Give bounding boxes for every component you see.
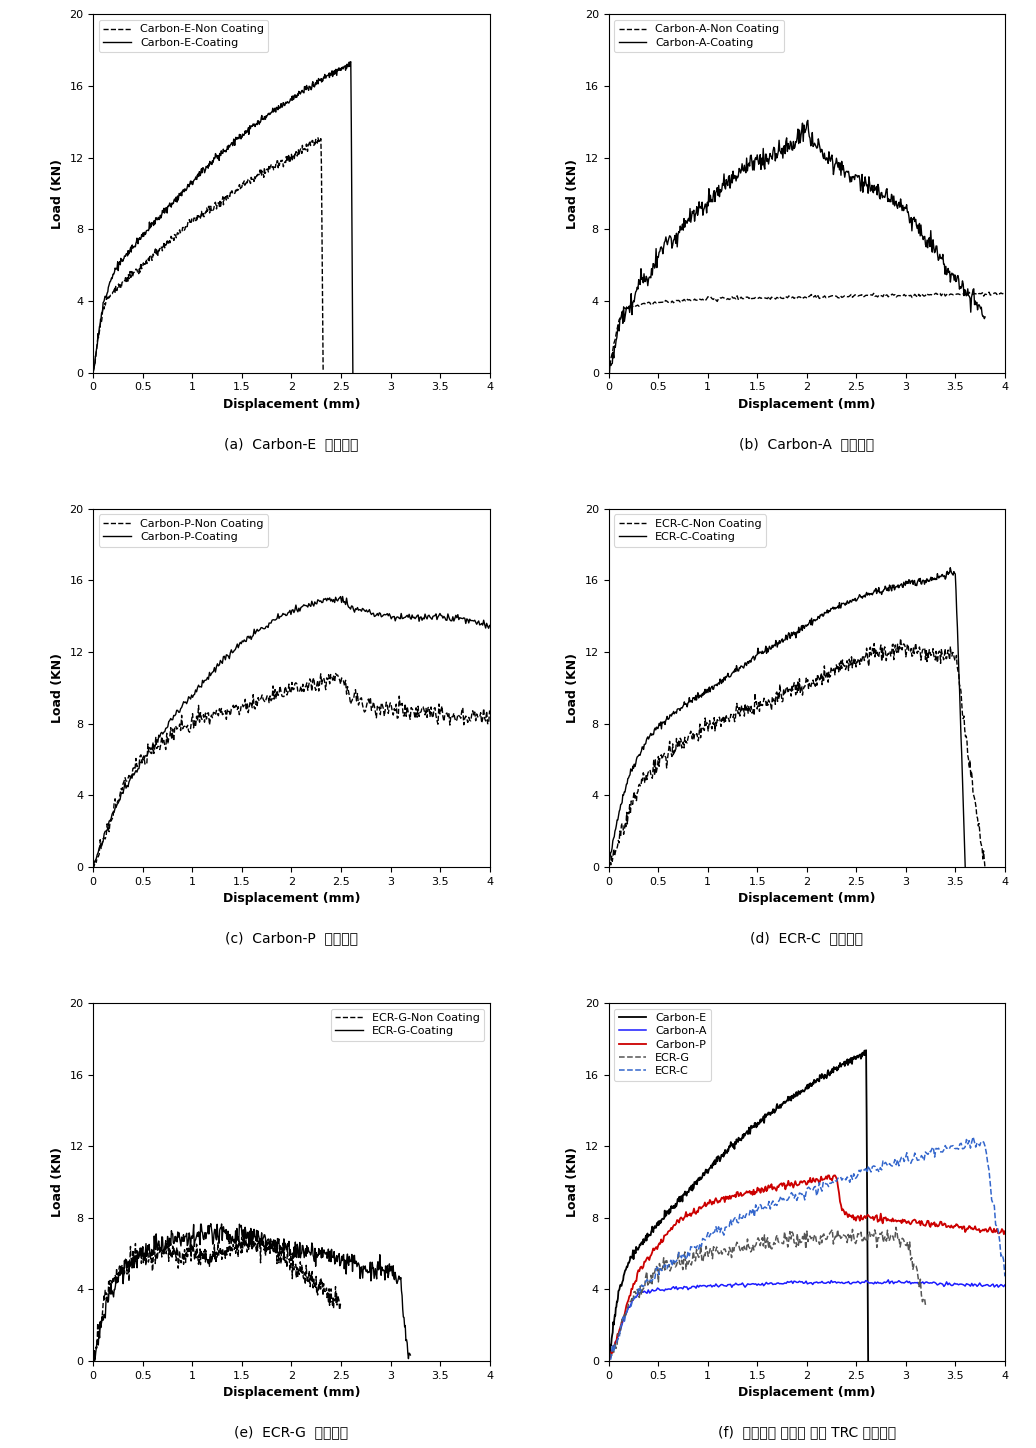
Y-axis label: Load (KN): Load (KN) [51,1147,64,1218]
X-axis label: Displacement (mm): Displacement (mm) [738,398,875,411]
Y-axis label: Load (KN): Load (KN) [51,158,64,229]
Legend: Carbon-E-Non Coating, Carbon-E-Coating: Carbon-E-Non Coating, Carbon-E-Coating [98,20,268,52]
Legend: Carbon-A-Non Coating, Carbon-A-Coating: Carbon-A-Non Coating, Carbon-A-Coating [614,20,784,52]
Y-axis label: Load (KN): Load (KN) [566,1147,579,1218]
X-axis label: Displacement (mm): Displacement (mm) [738,1386,875,1399]
Legend: ECR-C-Non Coating, ECR-C-Coating: ECR-C-Non Coating, ECR-C-Coating [614,514,767,546]
Text: (d)  ECR-C  코팅유무: (d) ECR-C 코팅유무 [750,931,863,946]
Y-axis label: Load (KN): Load (KN) [566,653,579,723]
X-axis label: Displacement (mm): Displacement (mm) [223,398,361,411]
Text: (e)  ECR-G  코팅유무: (e) ECR-G 코팅유무 [234,1426,348,1439]
Text: (a)  Carbon-E  코팅유무: (a) Carbon-E 코팅유무 [224,437,358,452]
Legend: Carbon-P-Non Coating, Carbon-P-Coating: Carbon-P-Non Coating, Carbon-P-Coating [98,514,268,546]
X-axis label: Displacement (mm): Displacement (mm) [738,892,875,905]
X-axis label: Displacement (mm): Displacement (mm) [223,892,361,905]
Legend: ECR-G-Non Coating, ECR-G-Coating: ECR-G-Non Coating, ECR-G-Coating [330,1008,484,1041]
Legend: Carbon-E, Carbon-A, Carbon-P, ECR-G, ECR-C: Carbon-E, Carbon-A, Carbon-P, ECR-G, ECR… [614,1008,711,1080]
X-axis label: Displacement (mm): Displacement (mm) [223,1386,361,1399]
Text: (b)  Carbon-A  코팅유무: (b) Carbon-A 코팅유무 [739,437,874,452]
Text: (c)  Carbon-P  코팅유무: (c) Carbon-P 코팅유무 [225,931,357,946]
Y-axis label: Load (KN): Load (KN) [566,158,579,229]
Text: (f)  텍스타일 종류에 따른 TRC 거동특성: (f) 텍스타일 종류에 따른 TRC 거동특성 [718,1426,896,1439]
Y-axis label: Load (KN): Load (KN) [51,653,64,723]
